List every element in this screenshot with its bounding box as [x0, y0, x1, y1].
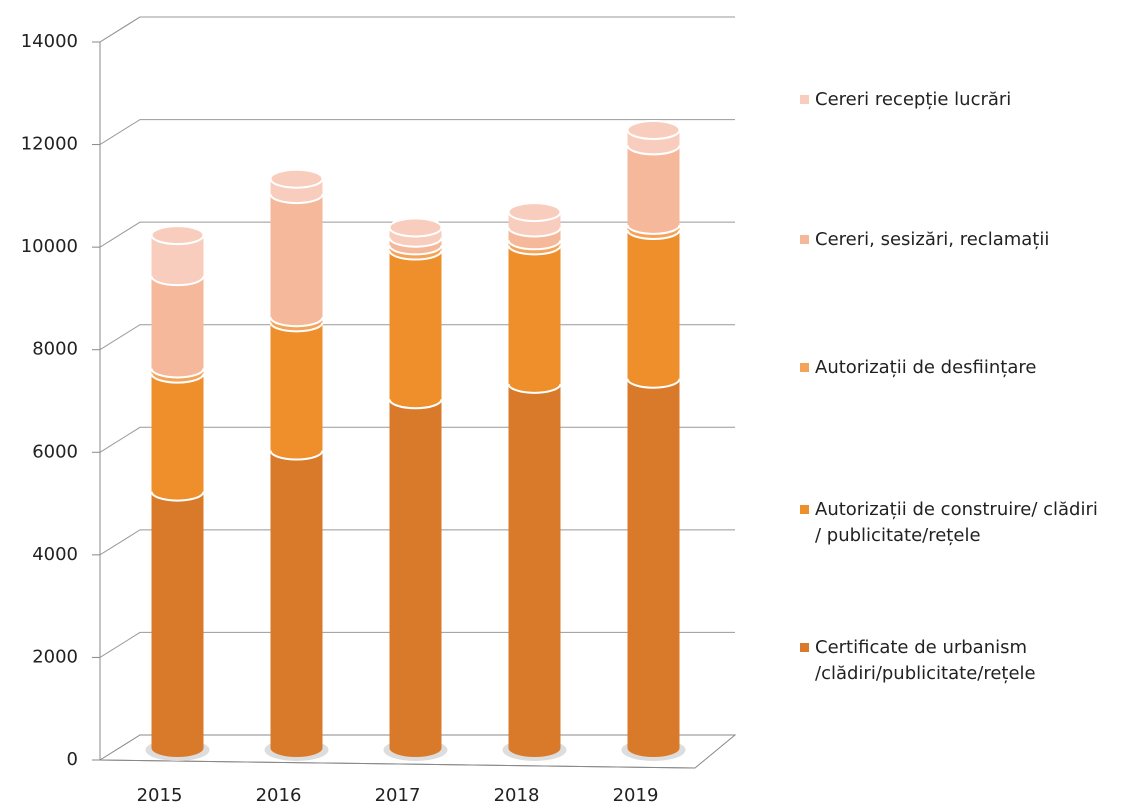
bar — [389, 399, 442, 748]
y-tick-label: 14000 — [21, 31, 78, 52]
bar — [627, 230, 680, 379]
segment-edge — [388, 399, 443, 410]
bar — [151, 276, 204, 369]
y-tick-label: 12000 — [21, 134, 78, 155]
bar — [508, 383, 561, 748]
bar-cap-top — [150, 225, 205, 246]
bar — [270, 322, 323, 451]
segment-edge — [388, 237, 443, 248]
y-tick-label: 8000 — [32, 339, 78, 360]
grid-line — [99, 16, 735, 43]
segment-edge — [626, 378, 681, 389]
bar — [389, 250, 442, 400]
segment-edge — [626, 224, 681, 235]
bar-cap-top — [388, 217, 443, 238]
segment-edge — [626, 145, 681, 156]
y-tick-label: 6000 — [32, 441, 78, 462]
legend-label: Autorizații de construire/ clădiri / pub… — [815, 499, 1098, 546]
bar — [508, 245, 561, 384]
segment-edge — [150, 275, 205, 287]
segment-edge — [269, 193, 324, 205]
y-tick-label: 0 — [67, 749, 78, 770]
bar-cap-top — [626, 120, 681, 141]
x-axis — [99, 759, 696, 769]
bar — [151, 373, 204, 492]
segment-edge — [388, 250, 443, 261]
legend-item: Certificate de urbanism /clădiri/publici… — [800, 635, 1036, 687]
segment-edge — [150, 373, 205, 384]
x-tick-label: 2019 — [613, 785, 659, 806]
segment-edge — [269, 450, 324, 461]
legend-label: Certificate de urbanism /clădiri/publici… — [815, 637, 1036, 684]
legend-item: Cereri, sesizări, reclamații — [800, 227, 1049, 253]
legend-swatch — [800, 643, 809, 652]
bar — [270, 450, 323, 748]
segment-edge — [269, 317, 324, 328]
x-tick-label: 2018 — [494, 785, 540, 806]
segment-edge — [507, 227, 562, 238]
legend-item: Autorizații de desființare — [800, 355, 1036, 381]
bar-cap-top — [269, 168, 324, 189]
legend-swatch — [800, 505, 809, 514]
bar — [627, 378, 680, 748]
segment-edge — [626, 229, 681, 241]
x-tick-label: 2016 — [256, 785, 302, 806]
segment-edge — [388, 245, 443, 256]
bar — [627, 145, 680, 225]
legend-swatch — [800, 235, 809, 244]
segment-edge — [507, 383, 562, 394]
legend-label: Cereri recepție lucrări — [815, 89, 1012, 110]
y-tick-label: 4000 — [32, 544, 78, 565]
legend-label: Cereri, sesizări, reclamații — [815, 229, 1050, 250]
x-tick-label: 2015 — [137, 785, 183, 806]
bar — [270, 194, 323, 318]
legend-swatch — [800, 95, 809, 104]
y-tick-label: 2000 — [32, 646, 78, 667]
legend-label: Autorizații de desființare — [815, 357, 1037, 378]
segment-edge — [507, 240, 562, 251]
bar-cap-top — [507, 202, 562, 223]
segment-edge — [150, 491, 205, 502]
legend-swatch — [800, 363, 809, 372]
y-tick-label: 10000 — [21, 236, 78, 257]
legend-item: Cereri recepție lucrări — [800, 87, 1011, 113]
segment-edge — [269, 322, 324, 333]
segment-edge — [150, 368, 205, 379]
bar — [151, 491, 204, 748]
x-tick-label: 2017 — [375, 785, 421, 806]
grid-line — [99, 119, 735, 145]
legend-item: Autorizații de construire/ clădiri / pub… — [800, 497, 1098, 549]
segment-edge — [507, 245, 562, 256]
